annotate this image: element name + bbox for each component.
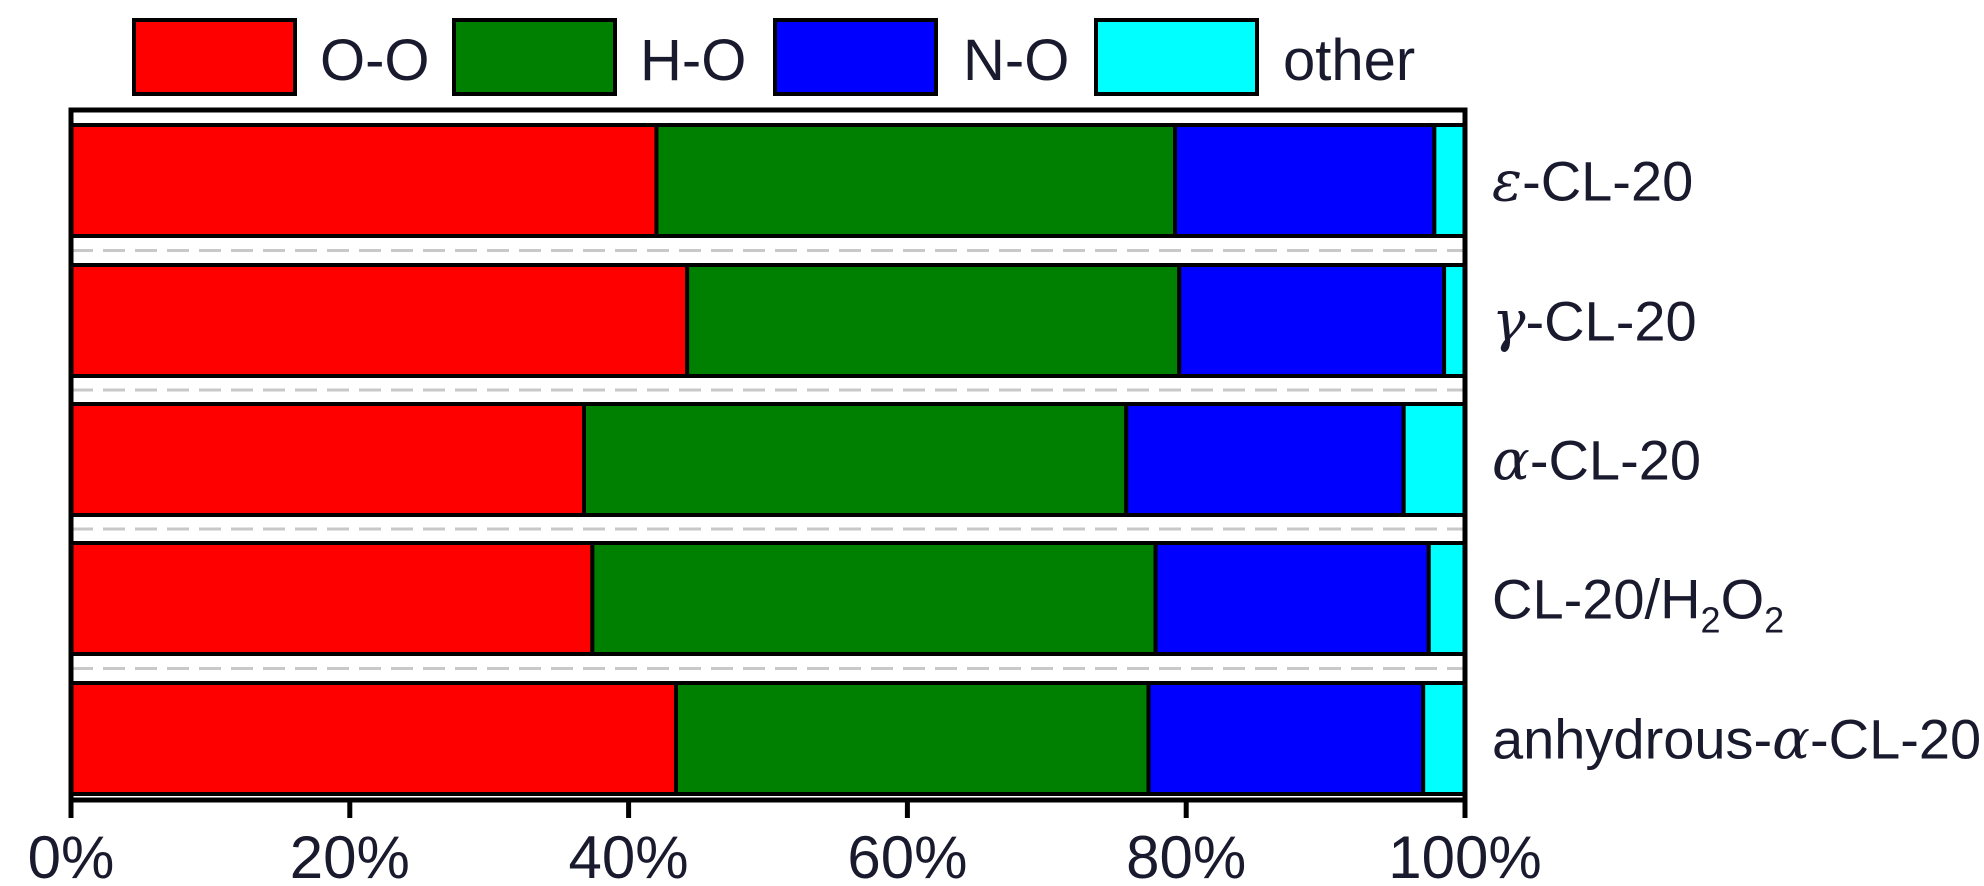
- plot-border: [68, 107, 1468, 803]
- legend-swatch-o-o: [132, 18, 297, 96]
- legend: O-O H-O N-O other: [132, 18, 1415, 96]
- bar-segment-o-o: [69, 123, 659, 238]
- legend-swatch-n-o: [773, 18, 938, 96]
- bar-segment-o-o: [69, 263, 690, 378]
- bar-segment-n-o: [1146, 681, 1426, 796]
- category-label: γ-CL-20: [1492, 290, 1697, 355]
- legend-label: N-O: [963, 28, 1069, 93]
- legend-swatch-other: [1094, 18, 1259, 96]
- bar-segment-n-o: [1173, 123, 1437, 238]
- legend-label: O-O: [320, 28, 430, 93]
- legend-label: H-O: [640, 28, 746, 93]
- x-tick-label: 60%: [847, 824, 967, 886]
- x-axis: 0% 20% 40% 60% 80% 100%: [28, 800, 1542, 886]
- x-tick-label: 80%: [1126, 824, 1246, 886]
- bar-segment-h-o: [654, 123, 1178, 238]
- bar-segment-o-o: [69, 402, 586, 517]
- bar-segment-other: [1442, 263, 1467, 378]
- legend-label: other: [1283, 28, 1415, 93]
- bar-segment-h-o: [673, 681, 1151, 796]
- bar-segment-other: [1426, 541, 1467, 656]
- x-tick-label: 40%: [569, 824, 689, 886]
- bar-segment-h-o: [685, 263, 1182, 378]
- bar-segment-other: [1432, 123, 1468, 238]
- category-label: anhydrous-α-CL-20: [1492, 708, 1981, 773]
- bar-segment-h-o: [581, 402, 1129, 517]
- x-tick-label: 100%: [1388, 824, 1541, 886]
- bar-segment-o-o: [69, 681, 678, 796]
- category-label: ε-CL-20: [1492, 150, 1693, 215]
- bar-segment-o-o: [69, 541, 595, 656]
- category-label: α-CL-20: [1492, 429, 1701, 494]
- bar-segment-other: [1421, 681, 1468, 796]
- bar-segment-n-o: [1153, 541, 1431, 656]
- plot-area: [68, 107, 1468, 803]
- bar-segment-other: [1401, 402, 1467, 517]
- category-label: CL-20/H2O2: [1492, 568, 1784, 641]
- category-labels: ε-CL-20 γ-CL-20 α-CL-20 CL-20/H2O2 anhydrous…: [1492, 150, 1981, 773]
- legend-swatch-h-o: [452, 18, 617, 96]
- x-tick-label: 20%: [290, 824, 410, 886]
- bar-segment-n-o: [1124, 402, 1406, 517]
- x-tick-label: 0%: [28, 824, 115, 886]
- bar-segment-h-o: [590, 541, 1158, 656]
- bar-segment-n-o: [1177, 263, 1447, 378]
